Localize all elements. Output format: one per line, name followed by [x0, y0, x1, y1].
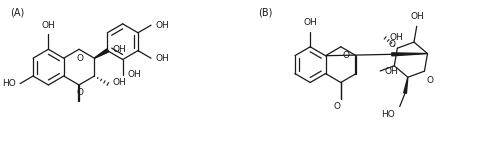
Polygon shape [94, 49, 108, 58]
Text: O: O [76, 88, 84, 97]
Text: (A): (A) [10, 8, 25, 18]
Polygon shape [404, 77, 408, 93]
Text: OH: OH [156, 21, 169, 30]
Text: OH: OH [304, 18, 317, 27]
Text: OH: OH [156, 54, 169, 63]
Text: OH: OH [390, 33, 404, 42]
Text: OH: OH [42, 21, 56, 30]
Text: O: O [343, 51, 350, 60]
Text: OH: OH [384, 67, 398, 76]
Text: O: O [76, 54, 84, 63]
Text: O: O [426, 76, 434, 85]
Text: OH: OH [112, 78, 126, 87]
Polygon shape [392, 53, 428, 56]
Text: O: O [334, 102, 341, 110]
Text: OH: OH [112, 45, 126, 54]
Text: (B): (B) [258, 8, 273, 18]
Text: OH: OH [410, 12, 424, 21]
Text: O: O [389, 40, 396, 49]
Text: HO: HO [382, 110, 396, 119]
Polygon shape [94, 49, 108, 58]
Text: OH: OH [127, 70, 141, 79]
Text: HO: HO [2, 79, 16, 88]
